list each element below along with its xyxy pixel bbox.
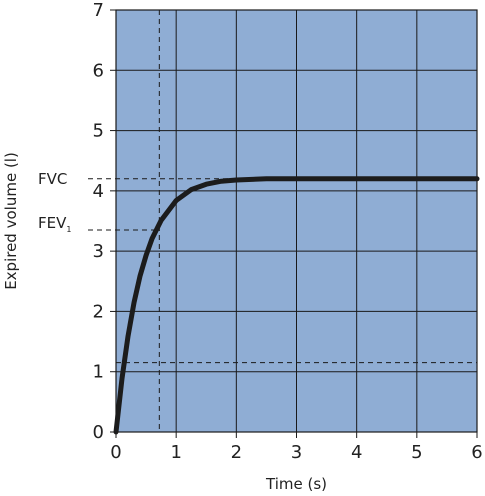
y-tick-label-2: 2	[93, 301, 104, 322]
grid-lines	[115, 9, 478, 433]
x-tick-label-3: 3	[291, 442, 302, 463]
y-tick-label-1: 1	[93, 362, 104, 383]
fvc-label: FVC	[38, 170, 67, 188]
y-tick-label-6: 6	[93, 60, 104, 81]
x-tick-label-5: 5	[411, 442, 422, 463]
x-tick-label-4: 4	[351, 442, 362, 463]
y-tick-label-7: 7	[93, 0, 104, 21]
fev1-label: FEV1	[38, 214, 71, 234]
y-tick-label-4: 4	[93, 181, 104, 202]
y-axis-ticks: 0 1 2 3 4 5 6 7	[93, 0, 116, 443]
y-tick-label-5: 5	[93, 121, 104, 142]
y-axis-label: Expired volume (l)	[2, 152, 20, 290]
fev1-label-main: FEV	[38, 214, 67, 232]
x-tick-label-2: 2	[231, 442, 242, 463]
y-tick-label-0: 0	[93, 422, 104, 443]
x-axis-ticks: 0 1 2 3 4 5 6	[110, 432, 483, 463]
x-tick-label-6: 6	[471, 442, 482, 463]
x-tick-label-0: 0	[110, 442, 121, 463]
expired-volume-curve	[113, 176, 480, 435]
x-tick-label-1: 1	[170, 442, 181, 463]
y-tick-label-3: 3	[93, 241, 104, 262]
x-axis-label: Time (s)	[265, 475, 327, 493]
fev1-label-subscript: 1	[66, 225, 71, 234]
